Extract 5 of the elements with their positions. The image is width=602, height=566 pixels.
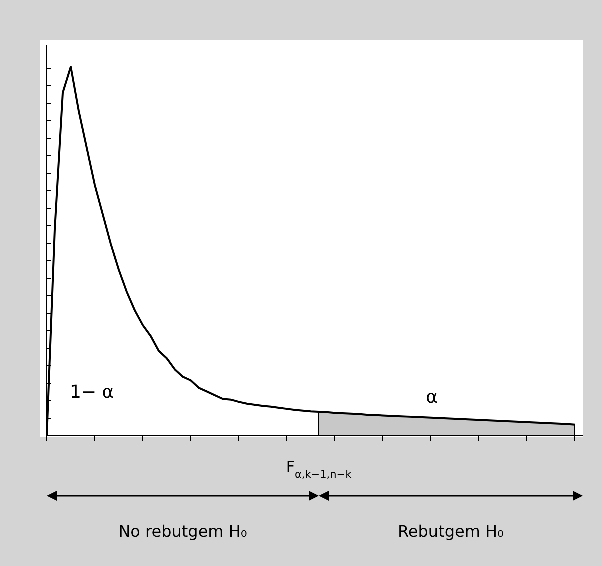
text: Rebutgem H₀ bbox=[398, 522, 504, 541]
annotation: 1− α bbox=[70, 382, 114, 403]
annotation: α bbox=[426, 387, 438, 408]
text: F$_{α,k−1,n−k}$ bbox=[286, 458, 353, 481]
text: No rebutgem H₀ bbox=[118, 522, 248, 541]
